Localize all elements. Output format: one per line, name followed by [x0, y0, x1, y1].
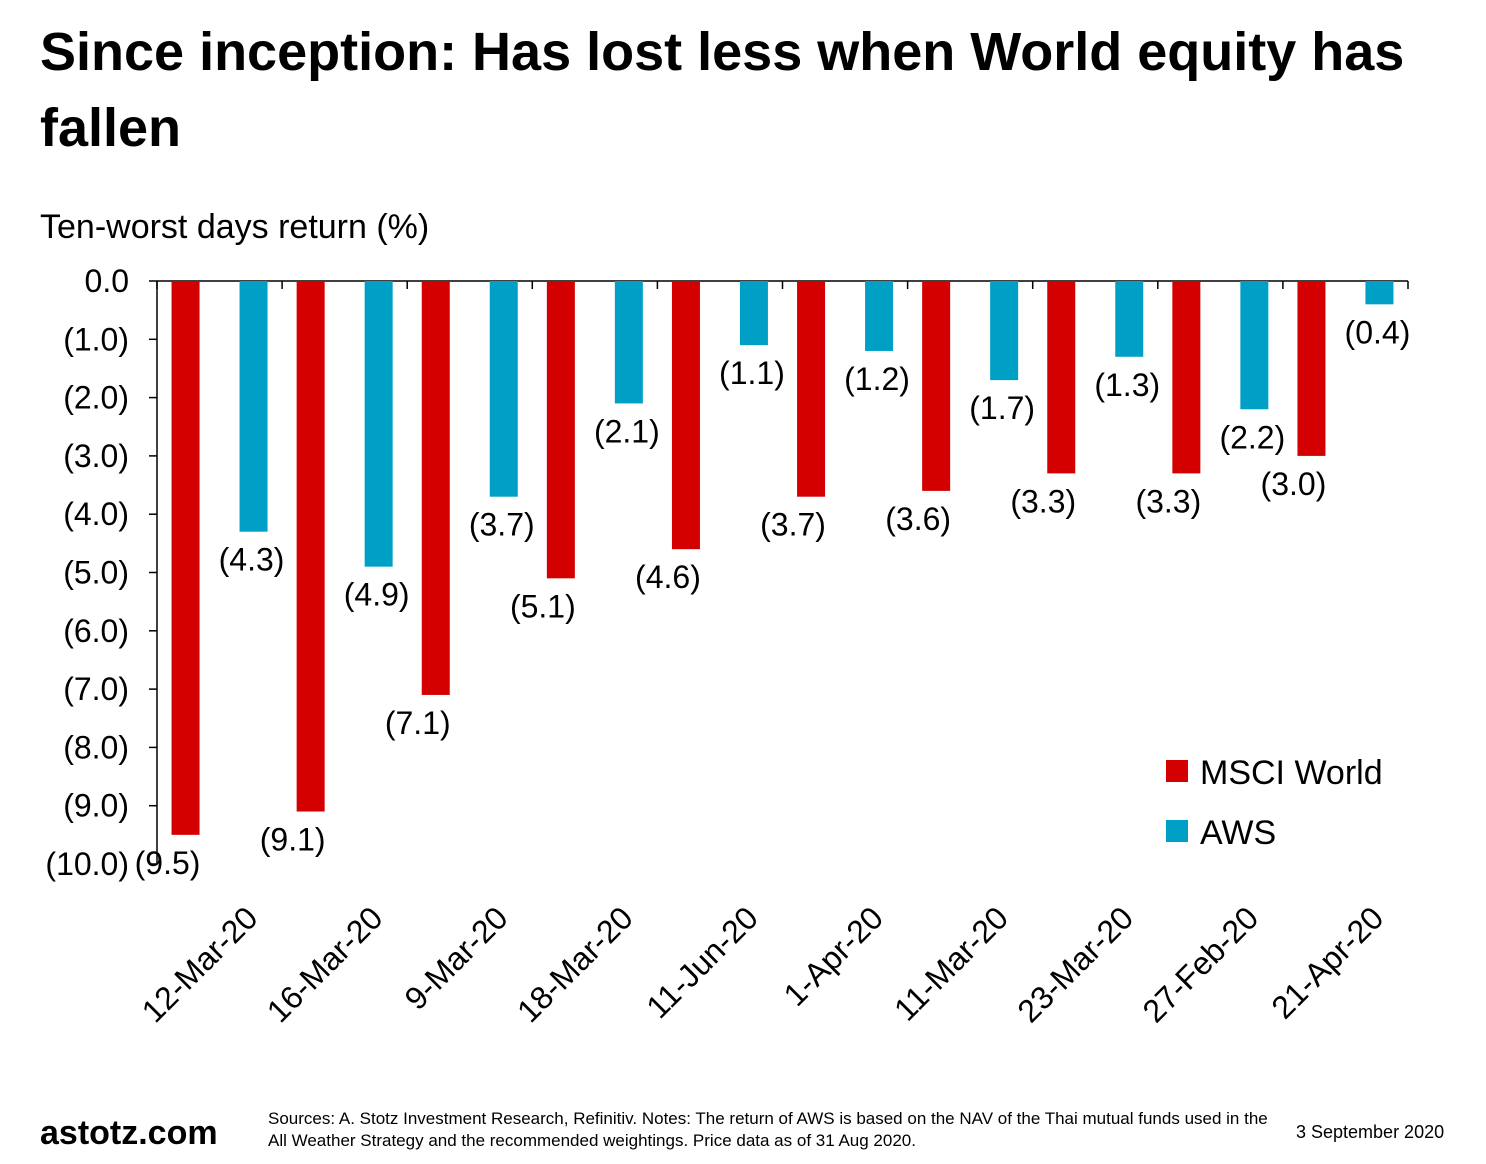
aws-data-label: (3.7)	[469, 507, 535, 543]
report-date: 3 September 2020	[1296, 1122, 1445, 1142]
x-tick-label: 1-Apr-20	[777, 899, 890, 1012]
aws-data-label: (2.2)	[1219, 419, 1285, 455]
y-tick-label: (3.0)	[63, 438, 129, 474]
aws-bar	[1365, 281, 1394, 305]
sources-note: Sources: A. Stotz Investment Research, R…	[268, 1109, 1268, 1150]
msci-world-data-label: (9.5)	[135, 845, 201, 881]
x-tick-label: 9-Mar-20	[397, 899, 514, 1016]
aws-data-label: (1.2)	[844, 361, 910, 397]
aws-data-label: (4.3)	[219, 542, 285, 578]
aws-data-label: (2.1)	[594, 413, 660, 449]
msci-world-data-label: (3.6)	[885, 501, 951, 537]
x-tick-label: 27-Feb-20	[1135, 899, 1265, 1029]
x-tick-label: 21-Apr-20	[1264, 899, 1390, 1025]
msci-world-bar	[171, 281, 200, 835]
msci-world-bar	[296, 281, 325, 812]
y-tick-label: (8.0)	[63, 729, 129, 765]
msci-world-data-label: (4.6)	[635, 559, 701, 595]
chart-title: Since inception: Has lost less when Worl…	[40, 22, 1405, 158]
msci-world-bar	[1172, 281, 1201, 474]
y-tick-label: (6.0)	[63, 613, 129, 649]
msci-world-bar	[671, 281, 700, 550]
legend-label: AWS	[1200, 814, 1276, 852]
aws-bar	[239, 281, 268, 532]
aws-bar	[364, 281, 393, 567]
legend-swatch-msci-world	[1166, 760, 1188, 782]
aws-bar	[1240, 281, 1269, 410]
y-tick-label: (7.0)	[63, 671, 129, 707]
y-tick-label: (4.0)	[63, 496, 129, 532]
msci-world-bar	[1047, 281, 1076, 474]
x-tick-label: 16-Mar-20	[260, 899, 390, 1029]
msci-world-data-label: (5.1)	[510, 588, 576, 624]
y-tick-label: (5.0)	[63, 555, 129, 591]
x-tick-label: 12-Mar-20	[135, 899, 265, 1029]
legend-label: MSCI World	[1200, 754, 1383, 792]
legend-swatch-aws	[1166, 820, 1188, 842]
y-tick-label: (9.0)	[63, 788, 129, 824]
x-tick-label: 11-Mar-20	[887, 899, 1015, 1027]
msci-world-bar	[922, 281, 951, 491]
aws-data-label: (1.3)	[1094, 367, 1160, 403]
aws-bar	[1115, 281, 1144, 357]
msci-world-bar	[1297, 281, 1326, 456]
aws-data-label: (0.4)	[1345, 314, 1411, 350]
aws-data-label: (1.1)	[719, 355, 785, 391]
msci-world-data-label: (7.1)	[385, 705, 451, 741]
y-tick-label: (1.0)	[63, 321, 129, 357]
aws-bar	[865, 281, 894, 351]
aws-data-label: (1.7)	[969, 390, 1035, 426]
x-tick-label: 18-Mar-20	[510, 899, 640, 1029]
x-tick-label: 11-Jun-20	[639, 899, 765, 1025]
legend: MSCI World AWS	[1166, 754, 1383, 852]
msci-world-data-label: (3.7)	[760, 507, 826, 543]
msci-world-bar	[797, 281, 826, 497]
x-tick-label: 23-Mar-20	[1010, 899, 1140, 1029]
aws-bar	[990, 281, 1019, 381]
msci-world-bar	[546, 281, 575, 579]
aws-bar	[739, 281, 768, 346]
brand-logo-text: astotz.com	[40, 1114, 218, 1152]
aws-bar	[614, 281, 643, 404]
msci-world-data-label: (3.3)	[1010, 483, 1076, 519]
y-axis-label: Ten-worst days return (%)	[40, 208, 429, 246]
msci-world-bar	[421, 281, 450, 695]
plot-area: 0.0 (1.0) (2.0) (3.0) (4.0) (5.0) (6.0) (7.0) (8…	[45, 263, 1410, 1029]
msci-world-data-label: (3.3)	[1135, 483, 1201, 519]
aws-data-label: (4.9)	[344, 577, 410, 613]
y-tick-label: (2.0)	[63, 380, 129, 416]
y-tick-label: (10.0)	[45, 846, 129, 882]
aws-bar	[489, 281, 518, 497]
msci-world-data-label: (3.0)	[1261, 466, 1327, 502]
y-tick-label: 0.0	[85, 263, 129, 299]
msci-world-data-label: (9.1)	[260, 822, 326, 858]
